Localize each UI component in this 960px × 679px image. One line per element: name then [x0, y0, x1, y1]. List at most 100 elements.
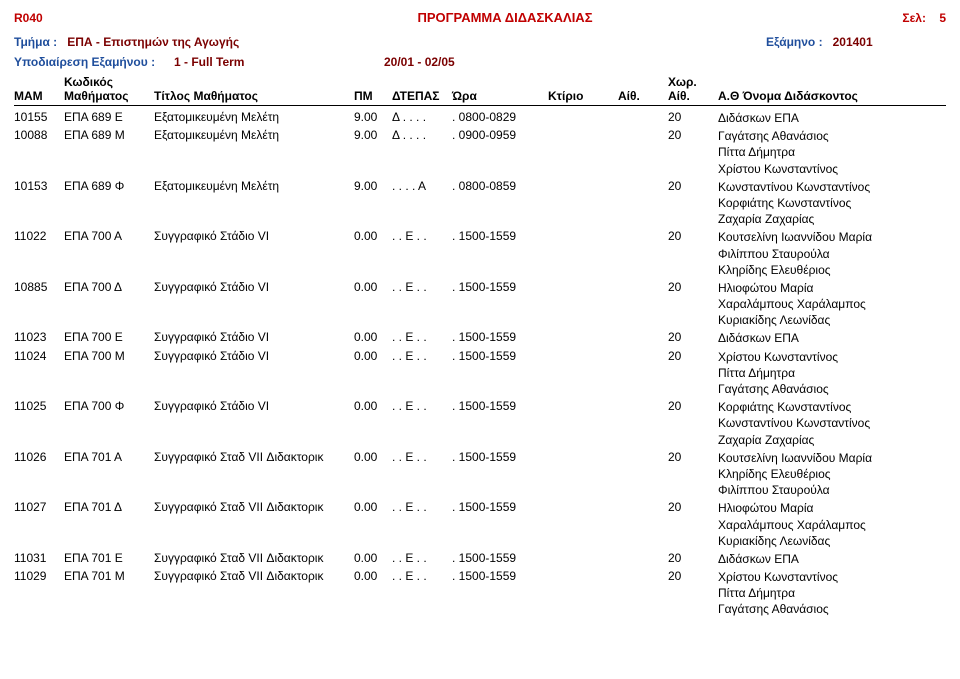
- table-row: 11022ΕΠΑ 700 ΑΣυγγραφικό Στάδιο VI0.00. …: [14, 227, 946, 278]
- cell-code: ΕΠΑ 700 Δ: [64, 280, 154, 294]
- cell-instructors: Ηλιοφώτου ΜαρίαΧαραλάμπους ΧαράλαμποςΚυρ…: [718, 500, 946, 549]
- instructor-name: Κληρίδης Ελευθέριος: [718, 262, 946, 278]
- cell-dtepas: . . Ε . .: [392, 450, 452, 464]
- cell-code: ΕΠΑ 689 Μ: [64, 128, 154, 142]
- instructor-name: Κωνσταντίνου Κωνσταντίνος: [718, 415, 946, 431]
- cell-cap: 20: [668, 330, 718, 344]
- cell-cap: 20: [668, 551, 718, 565]
- instructor-name: Γαγάτσης Αθανάσιος: [718, 381, 946, 397]
- instructor-name: Χρίστου Κωνσταντίνος: [718, 349, 946, 365]
- cell-title: Συγγραφικό Στάδιο VI: [154, 229, 354, 243]
- cell-code: ΕΠΑ 689 Ε: [64, 110, 154, 124]
- cell-cap: 20: [668, 450, 718, 464]
- instructor-name: Χρίστου Κωνσταντίνος: [718, 161, 946, 177]
- cell-instructors: Κουτσελίνη Ιωαννίδου ΜαρίαΦιλίππου Σταυρ…: [718, 229, 946, 278]
- cell-title: Εξατομικευμένη Μελέτη: [154, 110, 354, 124]
- cell-code: ΕΠΑ 700 Α: [64, 229, 154, 243]
- instructor-name: Διδάσκων ΕΠΑ: [718, 551, 946, 567]
- cell-dtepas: . . Ε . .: [392, 280, 452, 294]
- cell-mam: 10153: [14, 179, 64, 193]
- instructor-name: Φιλίππου Σταυρούλα: [718, 482, 946, 498]
- page-indicator: Σελ: 5: [846, 11, 946, 25]
- table-row: 11029ΕΠΑ 701 ΜΣυγγραφικό Σταδ VII Διδακτ…: [14, 567, 946, 618]
- cell-mam: 10885: [14, 280, 64, 294]
- cell-code: ΕΠΑ 689 Φ: [64, 179, 154, 193]
- hdr-title: Τίτλος Μαθήματος: [154, 89, 354, 103]
- cell-cap: 20: [668, 399, 718, 413]
- cell-title: Συγγραφικό Σταδ VII Διδακτορικ: [154, 450, 354, 464]
- cell-dtepas: Δ . . . .: [392, 128, 452, 142]
- instructor-name: Χαραλάμπους Χαράλαμπος: [718, 296, 946, 312]
- page-number: 5: [939, 11, 946, 25]
- table-row: 11031ΕΠΑ 701 ΕΣυγγραφικό Σταδ VII Διδακτ…: [14, 549, 946, 567]
- cell-pm: 9.00: [354, 110, 392, 124]
- department-row: Τμήμα : ΕΠΑ - Επιστημών της Αγωγής Εξάμη…: [14, 35, 946, 49]
- instructor-name: Ηλιοφώτου Μαρία: [718, 280, 946, 296]
- cell-title: Συγγραφικό Στάδιο VI: [154, 330, 354, 344]
- report-header: R040 ΠΡΟΓΡΑΜΜΑ ΔΙΔΑΣΚΑΛΙΑΣ Σελ: 5: [14, 10, 946, 25]
- hdr-cap-top: Χωρ.: [668, 75, 718, 89]
- cell-title: Εξατομικευμένη Μελέτη: [154, 128, 354, 142]
- cell-hour: . 0900-0959: [452, 128, 548, 142]
- cell-instructors: Κορφιάτης ΚωνσταντίνοςΚωνσταντίνου Κωνστ…: [718, 399, 946, 448]
- cell-dtepas: Δ . . . .: [392, 110, 452, 124]
- table-row: 11023ΕΠΑ 700 ΕΣυγγραφικό Στάδιο VI0.00. …: [14, 328, 946, 346]
- cell-hour: . 1500-1559: [452, 569, 548, 583]
- instructor-name: Κουτσελίνη Ιωαννίδου Μαρία: [718, 229, 946, 245]
- hdr-kodikos: Κωδικός: [64, 75, 154, 89]
- hdr-room: Αίθ.: [618, 89, 668, 103]
- cell-pm: 0.00: [354, 349, 392, 363]
- cell-code: ΕΠΑ 700 Ε: [64, 330, 154, 344]
- cell-instructors: Ηλιοφώτου ΜαρίαΧαραλάμπους ΧαράλαμποςΚυρ…: [718, 280, 946, 329]
- cell-mam: 11029: [14, 569, 64, 583]
- cell-pm: 0.00: [354, 551, 392, 565]
- cell-cap: 20: [668, 229, 718, 243]
- table-row: 11024ΕΠΑ 700 ΜΣυγγραφικό Στάδιο VI0.00. …: [14, 347, 946, 398]
- hdr-mam: MAM: [14, 89, 64, 103]
- subdiv-value: 1 - Full Term: [174, 55, 384, 69]
- cell-dtepas: . . Ε . .: [392, 399, 452, 413]
- table-header-row1: Κωδικός Χωρ.: [14, 75, 946, 89]
- date-range: 20/01 - 02/05: [384, 55, 534, 69]
- cell-instructors: Χρίστου ΚωνσταντίνοςΠίττα ΔήμητραΓαγάτση…: [718, 569, 946, 618]
- cell-cap: 20: [668, 110, 718, 124]
- instructor-name: Χαραλάμπους Χαράλαμπος: [718, 517, 946, 533]
- cell-hour: . 1500-1559: [452, 349, 548, 363]
- cell-hour: . 1500-1559: [452, 280, 548, 294]
- cell-code: ΕΠΑ 701 Α: [64, 450, 154, 464]
- cell-hour: . 1500-1559: [452, 551, 548, 565]
- table-body: 10155ΕΠΑ 689 ΕΕξατομικευμένη Μελέτη9.00Δ…: [14, 108, 946, 618]
- instructor-name: Γαγάτσης Αθανάσιος: [718, 128, 946, 144]
- instructor-name: Κληρίδης Ελευθέριος: [718, 466, 946, 482]
- cell-code: ΕΠΑ 701 Ε: [64, 551, 154, 565]
- cell-dtepas: . . Ε . .: [392, 569, 452, 583]
- instructor-name: Διδάσκων ΕΠΑ: [718, 330, 946, 346]
- cell-mam: 11031: [14, 551, 64, 565]
- hdr-hour: Ώρα: [452, 89, 548, 103]
- cell-hour: . 1500-1559: [452, 450, 548, 464]
- cell-mam: 10088: [14, 128, 64, 142]
- dept-label: Τμήμα :: [14, 35, 57, 49]
- cell-mam: 11023: [14, 330, 64, 344]
- cell-hour: . 0800-0829: [452, 110, 548, 124]
- cell-title: Συγγραφικό Στάδιο VI: [154, 349, 354, 363]
- instructor-name: Πίττα Δήμητρα: [718, 365, 946, 381]
- instructor-name: Γαγάτσης Αθανάσιος: [718, 601, 946, 617]
- cell-title: Συγγραφικό Στάδιο VI: [154, 399, 354, 413]
- instructor-name: Πίττα Δήμητρα: [718, 585, 946, 601]
- cell-cap: 20: [668, 179, 718, 193]
- cell-title: Συγγραφικό Σταδ VII Διδακτορικ: [154, 500, 354, 514]
- semester-value: 201401: [833, 35, 873, 49]
- instructor-name: Κορφιάτης Κωνσταντίνος: [718, 195, 946, 211]
- cell-pm: 0.00: [354, 569, 392, 583]
- instructor-name: Κυριακίδης Λεωνίδας: [718, 312, 946, 328]
- cell-hour: . 1500-1559: [452, 330, 548, 344]
- hdr-course: Μαθήματος: [64, 89, 154, 103]
- cell-cap: 20: [668, 569, 718, 583]
- instructor-name: Ζαχαρία Ζαχαρίας: [718, 432, 946, 448]
- cell-pm: 0.00: [354, 500, 392, 514]
- cell-code: ΕΠΑ 700 Μ: [64, 349, 154, 363]
- report-title: ΠΡΟΓΡΑΜΜΑ ΔΙΔΑΣΚΑΛΙΑΣ: [164, 10, 846, 25]
- cell-pm: 9.00: [354, 128, 392, 142]
- subdivision-row: Υποδιαίρεση Εξαμήνου : 1 - Full Term 20/…: [14, 55, 946, 69]
